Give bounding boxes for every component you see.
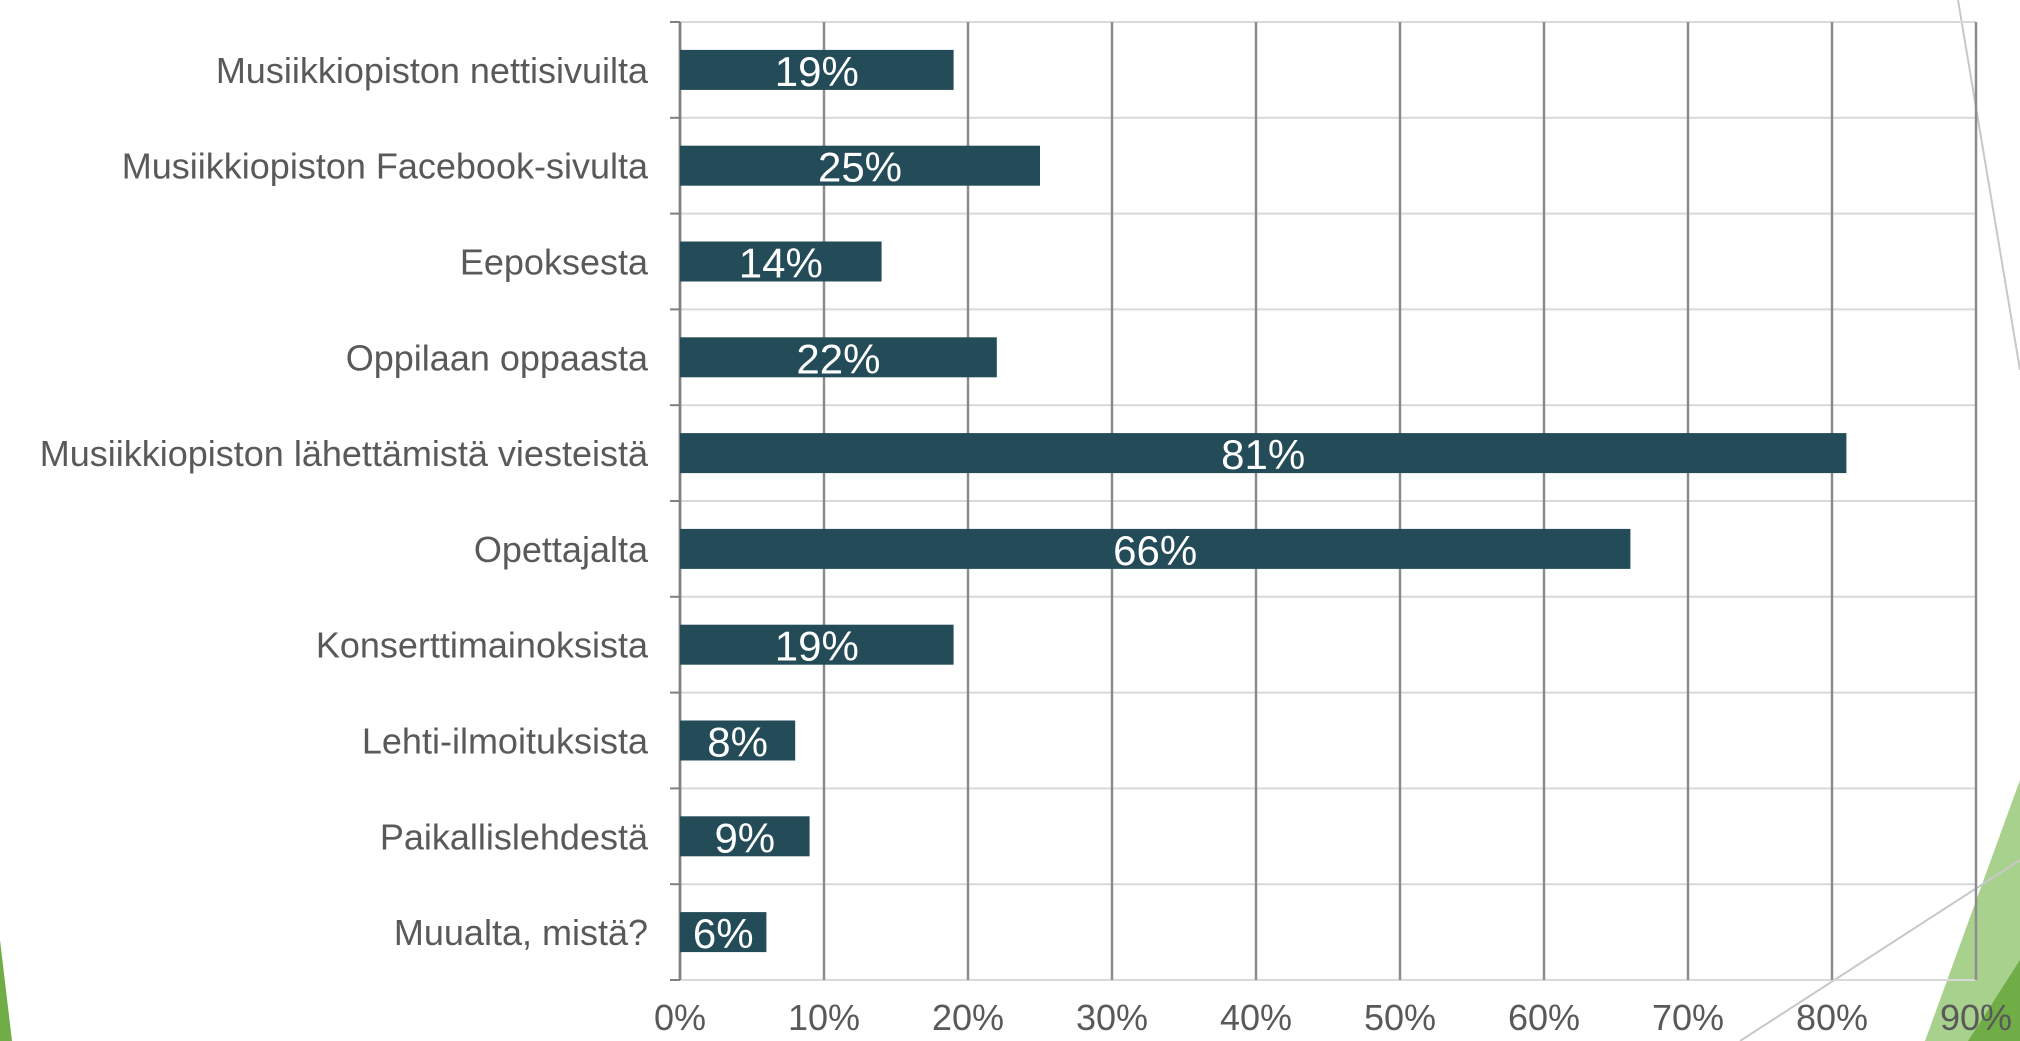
decor-line-bottom [1739, 859, 2020, 1041]
category-label: Musiikkiopiston lähettämistä viesteistä [40, 433, 649, 474]
decor-triangle-left [0, 940, 12, 1041]
x-tick-label: 10% [788, 997, 860, 1038]
data-label: 19% [775, 48, 859, 95]
x-tick-label: 80% [1796, 997, 1868, 1038]
x-tick-label: 20% [932, 997, 1004, 1038]
category-label: Muualta, mistä? [394, 912, 648, 953]
category-label: Eepoksesta [460, 242, 649, 283]
x-tick-label: 70% [1652, 997, 1724, 1038]
data-label: 25% [818, 144, 902, 191]
x-tick-label: 50% [1364, 997, 1436, 1038]
category-label: Lehti-ilmoituksista [362, 721, 649, 762]
category-label: Paikallislehdestä [380, 816, 649, 857]
category-label: Musiikkiopiston nettisivuilta [216, 50, 649, 91]
x-tick-label: 60% [1508, 997, 1580, 1038]
data-label: 6% [693, 910, 754, 957]
category-label: Oppilaan oppaasta [346, 337, 649, 378]
x-tick-label: 40% [1220, 997, 1292, 1038]
category-label: Konserttimainoksista [316, 625, 649, 666]
data-label: 22% [796, 335, 880, 382]
decor-triangle-right-dark [1968, 960, 2020, 1041]
data-label: 9% [714, 814, 775, 861]
data-label: 81% [1221, 431, 1305, 478]
data-label: 66% [1113, 527, 1197, 574]
decor-triangle-right [1925, 780, 2020, 1041]
bar [680, 624, 954, 665]
data-label: 8% [707, 719, 768, 766]
bar [680, 337, 997, 378]
bars [680, 49, 1847, 953]
labels: 0% 10% 20% 30% 40% 50% 60% 70% 80% 90% Musiikkiopi… [40, 48, 2012, 1038]
bar [680, 720, 796, 761]
x-tick-label: 90% [1940, 997, 2012, 1038]
category-label: Opettajalta [474, 529, 649, 570]
bar [680, 912, 767, 953]
data-label: 14% [739, 240, 823, 287]
bar [680, 49, 954, 90]
bar [680, 528, 1631, 569]
category-label: Musiikkiopiston Facebook-sivulta [122, 146, 649, 187]
bar [680, 816, 810, 857]
bar [680, 241, 882, 282]
x-tick-label: 30% [1076, 997, 1148, 1038]
decor-line-top [1957, 0, 2020, 371]
x-tick-label: 0% [654, 997, 706, 1038]
data-label: 19% [775, 623, 859, 670]
bar [680, 433, 1847, 474]
bar [680, 145, 1040, 186]
